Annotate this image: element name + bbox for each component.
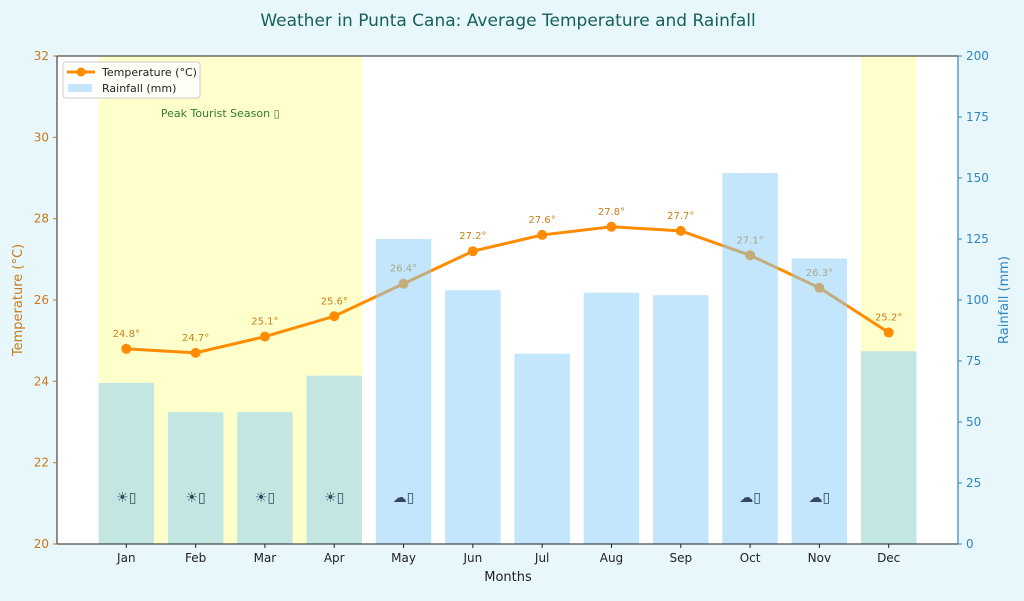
temperature-point [606, 221, 617, 232]
y-right-tick-label: 200 [966, 49, 989, 63]
temperature-label: 24.7° [182, 333, 209, 344]
cloud-icon: ☁▯ [809, 490, 831, 506]
y-right-tick-label: 50 [966, 415, 981, 429]
y-right-tick-label: 175 [966, 110, 989, 124]
temperature-point [883, 327, 894, 338]
y-right-tick-label: 100 [966, 293, 989, 307]
y-left-tick-label: 26 [34, 293, 49, 307]
x-tick-label: May [391, 551, 416, 565]
temperature-point [329, 311, 340, 322]
x-tick-label: Apr [324, 551, 345, 565]
temperature-point [675, 225, 686, 236]
y-left-tick-label: 30 [34, 130, 49, 144]
rainfall-bar [167, 412, 224, 544]
temperature-point [190, 347, 201, 358]
legend-temp-marker [76, 67, 86, 77]
y-left-tick-label: 32 [34, 49, 49, 63]
x-tick-label: Jun [462, 551, 482, 565]
sun-icon: ☀▯ [185, 490, 205, 506]
temperature-label: 27.8° [598, 207, 625, 218]
rainfall-bar [514, 353, 570, 544]
y-axis-right-label: Rainfall (mm) [997, 256, 1012, 344]
sun-icon: ☀▯ [324, 490, 344, 506]
temperature-label: 25.2° [875, 313, 902, 324]
x-tick-label: Jan [116, 551, 136, 565]
temperature-label: 25.1° [251, 317, 278, 328]
x-tick-label: Jul [534, 551, 549, 565]
cloud-icon: ☁▯ [739, 490, 761, 506]
x-tick-label: Aug [600, 551, 623, 565]
rainfall-bar [375, 239, 432, 544]
rainfall-bar [445, 290, 501, 544]
y-left-tick-label: 22 [34, 456, 49, 470]
x-tick-label: Mar [254, 551, 277, 565]
temperature-point [259, 331, 270, 342]
y-right-tick-label: 0 [966, 537, 974, 551]
cloud-icon: ☁▯ [393, 490, 415, 506]
y-right-tick-label: 25 [966, 476, 981, 490]
sun-icon: ☀▯ [255, 490, 275, 506]
peak-season-label: Peak Tourist Season ▯ [161, 107, 280, 120]
rainfall-bar [98, 382, 155, 544]
y-right-tick-label: 75 [966, 354, 981, 368]
sun-icon: ☀▯ [116, 490, 136, 506]
chart-title: Weather in Punta Cana: Average Temperatu… [260, 11, 755, 31]
x-tick-label: Nov [808, 551, 831, 565]
y-axis-left-label: Temperature (°C) [11, 244, 26, 357]
rainfall-bar [583, 292, 640, 544]
x-tick-label: Sep [669, 551, 692, 565]
temperature-point [121, 343, 132, 354]
rainfall-bar [722, 173, 778, 544]
legend-temp-label: Temperature (°C) [101, 66, 197, 79]
y-left-tick-label: 24 [34, 374, 49, 388]
y-right-tick-label: 150 [966, 171, 989, 185]
temperature-label: 27.6° [529, 215, 556, 226]
temperature-label: 27.2° [459, 231, 486, 242]
legend: Temperature (°C) Rainfall (mm) [62, 61, 201, 99]
rainfall-bar [860, 351, 917, 544]
temperature-point [467, 246, 478, 257]
temperature-point [537, 229, 548, 240]
rainfall-bar [791, 258, 848, 544]
temperature-label: 25.6° [321, 296, 348, 307]
rainfall-bar [653, 295, 709, 544]
x-axis-label: Months [484, 570, 532, 585]
y-left-tick-label: 28 [34, 212, 49, 226]
temperature-label: 24.8° [113, 329, 140, 340]
x-tick-label: Oct [740, 551, 761, 565]
y-right-tick-label: 125 [966, 232, 989, 246]
x-tick-label: Feb [185, 551, 206, 565]
legend-rain-label: Rainfall (mm) [102, 82, 176, 95]
rainfall-bar [306, 375, 362, 544]
rainfall-bar [237, 412, 293, 544]
y-left-tick-label: 20 [34, 537, 49, 551]
temperature-label: 27.7° [667, 211, 694, 222]
legend-box [62, 61, 201, 99]
legend-rain-swatch [68, 84, 92, 92]
x-tick-label: Dec [877, 551, 900, 565]
